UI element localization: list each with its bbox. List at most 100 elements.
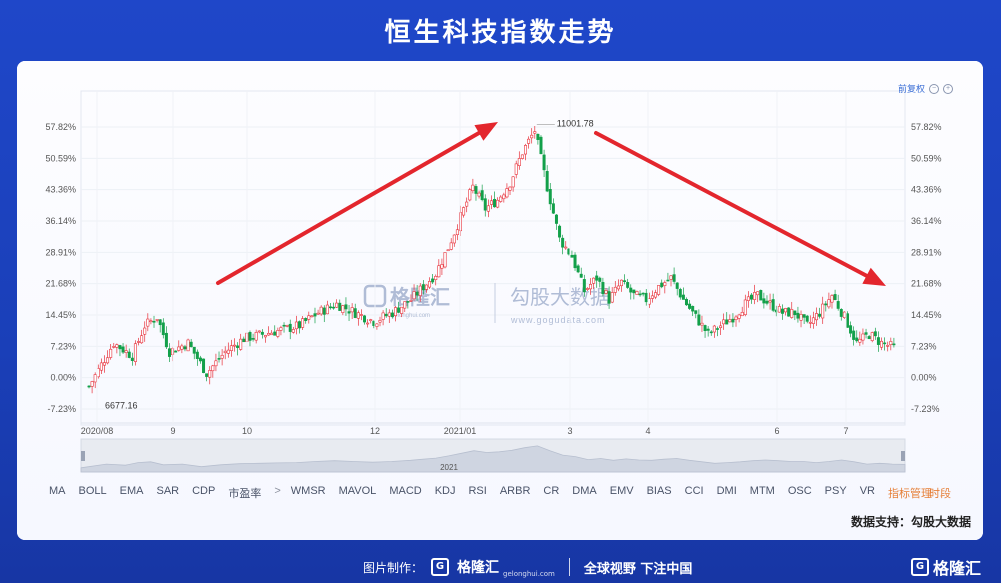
x-tick-label: 12 bbox=[370, 426, 380, 436]
candle-body bbox=[765, 300, 769, 304]
zoom-out-icon[interactable]: − bbox=[929, 83, 939, 94]
indicator-tab[interactable]: PSY bbox=[824, 485, 847, 497]
candle-body bbox=[428, 281, 432, 288]
candle-body bbox=[127, 351, 131, 358]
indicator-tab[interactable]: OSC bbox=[787, 485, 812, 497]
candle-body bbox=[576, 265, 580, 273]
footer: 图片制作： G 格隆汇 gelonghui.com 全球视野 下注中国 G 格隆… bbox=[0, 546, 1001, 583]
fall-arrow-head bbox=[862, 267, 886, 286]
indicator-tab[interactable]: MA bbox=[49, 485, 66, 497]
candle-body bbox=[579, 273, 583, 278]
candle-body bbox=[790, 308, 794, 318]
candle-body bbox=[675, 282, 679, 289]
candle-body bbox=[344, 304, 348, 310]
indicator-tab[interactable]: BIAS bbox=[646, 485, 672, 497]
candle-body bbox=[282, 324, 286, 327]
rise-arrow-head bbox=[474, 122, 498, 141]
indicator-tab[interactable]: KDJ bbox=[434, 485, 456, 497]
candle-body bbox=[712, 325, 716, 333]
candle-body bbox=[477, 192, 481, 197]
indicator-tab[interactable]: SAR bbox=[156, 485, 180, 497]
indicator-tab[interactable]: > bbox=[274, 485, 281, 497]
indicator-tab[interactable]: EMV bbox=[609, 485, 634, 497]
watermark-brand-right: 勾股大数据 bbox=[510, 286, 610, 309]
x-tick-label: 10 bbox=[242, 426, 252, 436]
candle-body bbox=[489, 200, 493, 205]
candle-body bbox=[431, 278, 435, 283]
candle-body bbox=[279, 327, 283, 331]
candle-body bbox=[650, 295, 654, 299]
candle-body bbox=[873, 331, 877, 337]
candle-body bbox=[700, 322, 704, 326]
candle-body bbox=[703, 325, 707, 331]
rise-arrow bbox=[216, 122, 498, 285]
adjust-mode-label[interactable]: 前复权 bbox=[897, 84, 925, 94]
candle-body bbox=[366, 322, 370, 325]
indicator-tab[interactable]: EMA bbox=[119, 485, 144, 497]
candle-body bbox=[106, 357, 110, 364]
candle-body bbox=[886, 345, 890, 347]
candle-body bbox=[217, 358, 221, 360]
footer-brand-sub: gelonghui.com bbox=[503, 570, 555, 578]
candle-body bbox=[174, 350, 178, 353]
indicator-tab[interactable]: 指标管理 bbox=[887, 488, 932, 500]
candle-body bbox=[381, 312, 385, 320]
candle-body bbox=[350, 307, 354, 313]
candle-body bbox=[688, 303, 692, 309]
candle-body bbox=[502, 194, 506, 200]
candle-body bbox=[226, 349, 230, 354]
zoom-in-icon[interactable]: + bbox=[943, 83, 953, 94]
candle-body bbox=[167, 348, 171, 357]
indicator-tab[interactable]: VR bbox=[859, 485, 875, 497]
indicator-tab[interactable]: DMA bbox=[572, 485, 597, 497]
candle-body bbox=[205, 373, 209, 377]
time-range-tab[interactable]: 时段 bbox=[929, 488, 951, 500]
indicator-tab[interactable]: DMI bbox=[716, 485, 737, 497]
indicator-tab[interactable]: BOLL bbox=[78, 485, 107, 497]
indicator-tab[interactable]: CR bbox=[543, 485, 560, 497]
candle-body bbox=[731, 318, 735, 323]
indicator-tab[interactable]: RSI bbox=[468, 485, 487, 497]
candle-body bbox=[545, 171, 549, 192]
candle-body bbox=[183, 346, 187, 350]
candle-body bbox=[694, 310, 698, 314]
candle-body bbox=[186, 339, 190, 352]
candle-body bbox=[808, 321, 812, 324]
candle-body bbox=[276, 330, 280, 337]
candle-body bbox=[242, 338, 246, 343]
indicator-tab[interactable]: MTM bbox=[749, 485, 775, 497]
indicator-tab[interactable]: MACD bbox=[389, 485, 422, 497]
candle-body bbox=[424, 284, 428, 290]
y-tick-label-left: 7.23% bbox=[50, 341, 76, 351]
candle-body bbox=[313, 313, 317, 317]
annotations: 11001.78 6677.16 bbox=[105, 119, 594, 411]
candle-body bbox=[307, 315, 311, 320]
indicator-tab[interactable]: 市盈率 bbox=[228, 488, 262, 500]
indicator-tab[interactable]: WMSR bbox=[290, 485, 326, 497]
candle-body bbox=[595, 275, 599, 281]
footer-divider bbox=[568, 558, 570, 576]
indicator-tab[interactable]: MAVOL bbox=[338, 485, 377, 497]
candle-body bbox=[520, 154, 524, 159]
candle-body bbox=[403, 301, 407, 309]
y-tick-label-left: 0.00% bbox=[50, 373, 76, 383]
candle-body bbox=[613, 286, 617, 293]
candle-body bbox=[551, 203, 555, 214]
candle-body bbox=[90, 381, 94, 387]
candle-body bbox=[771, 299, 775, 311]
candle-body bbox=[598, 277, 602, 282]
candle-body bbox=[133, 343, 137, 362]
candle-body bbox=[635, 291, 639, 295]
candle-body bbox=[561, 237, 565, 248]
candle-body bbox=[421, 284, 425, 291]
candle-body bbox=[548, 189, 552, 205]
indicator-tab[interactable]: ARBR bbox=[499, 485, 531, 497]
candle-body bbox=[471, 184, 475, 191]
candle-body bbox=[257, 330, 261, 333]
indicator-tab[interactable]: CDP bbox=[192, 485, 216, 497]
indicator-tab[interactable]: CCI bbox=[684, 485, 704, 497]
candle-body bbox=[824, 303, 828, 306]
candle-body bbox=[260, 331, 264, 335]
